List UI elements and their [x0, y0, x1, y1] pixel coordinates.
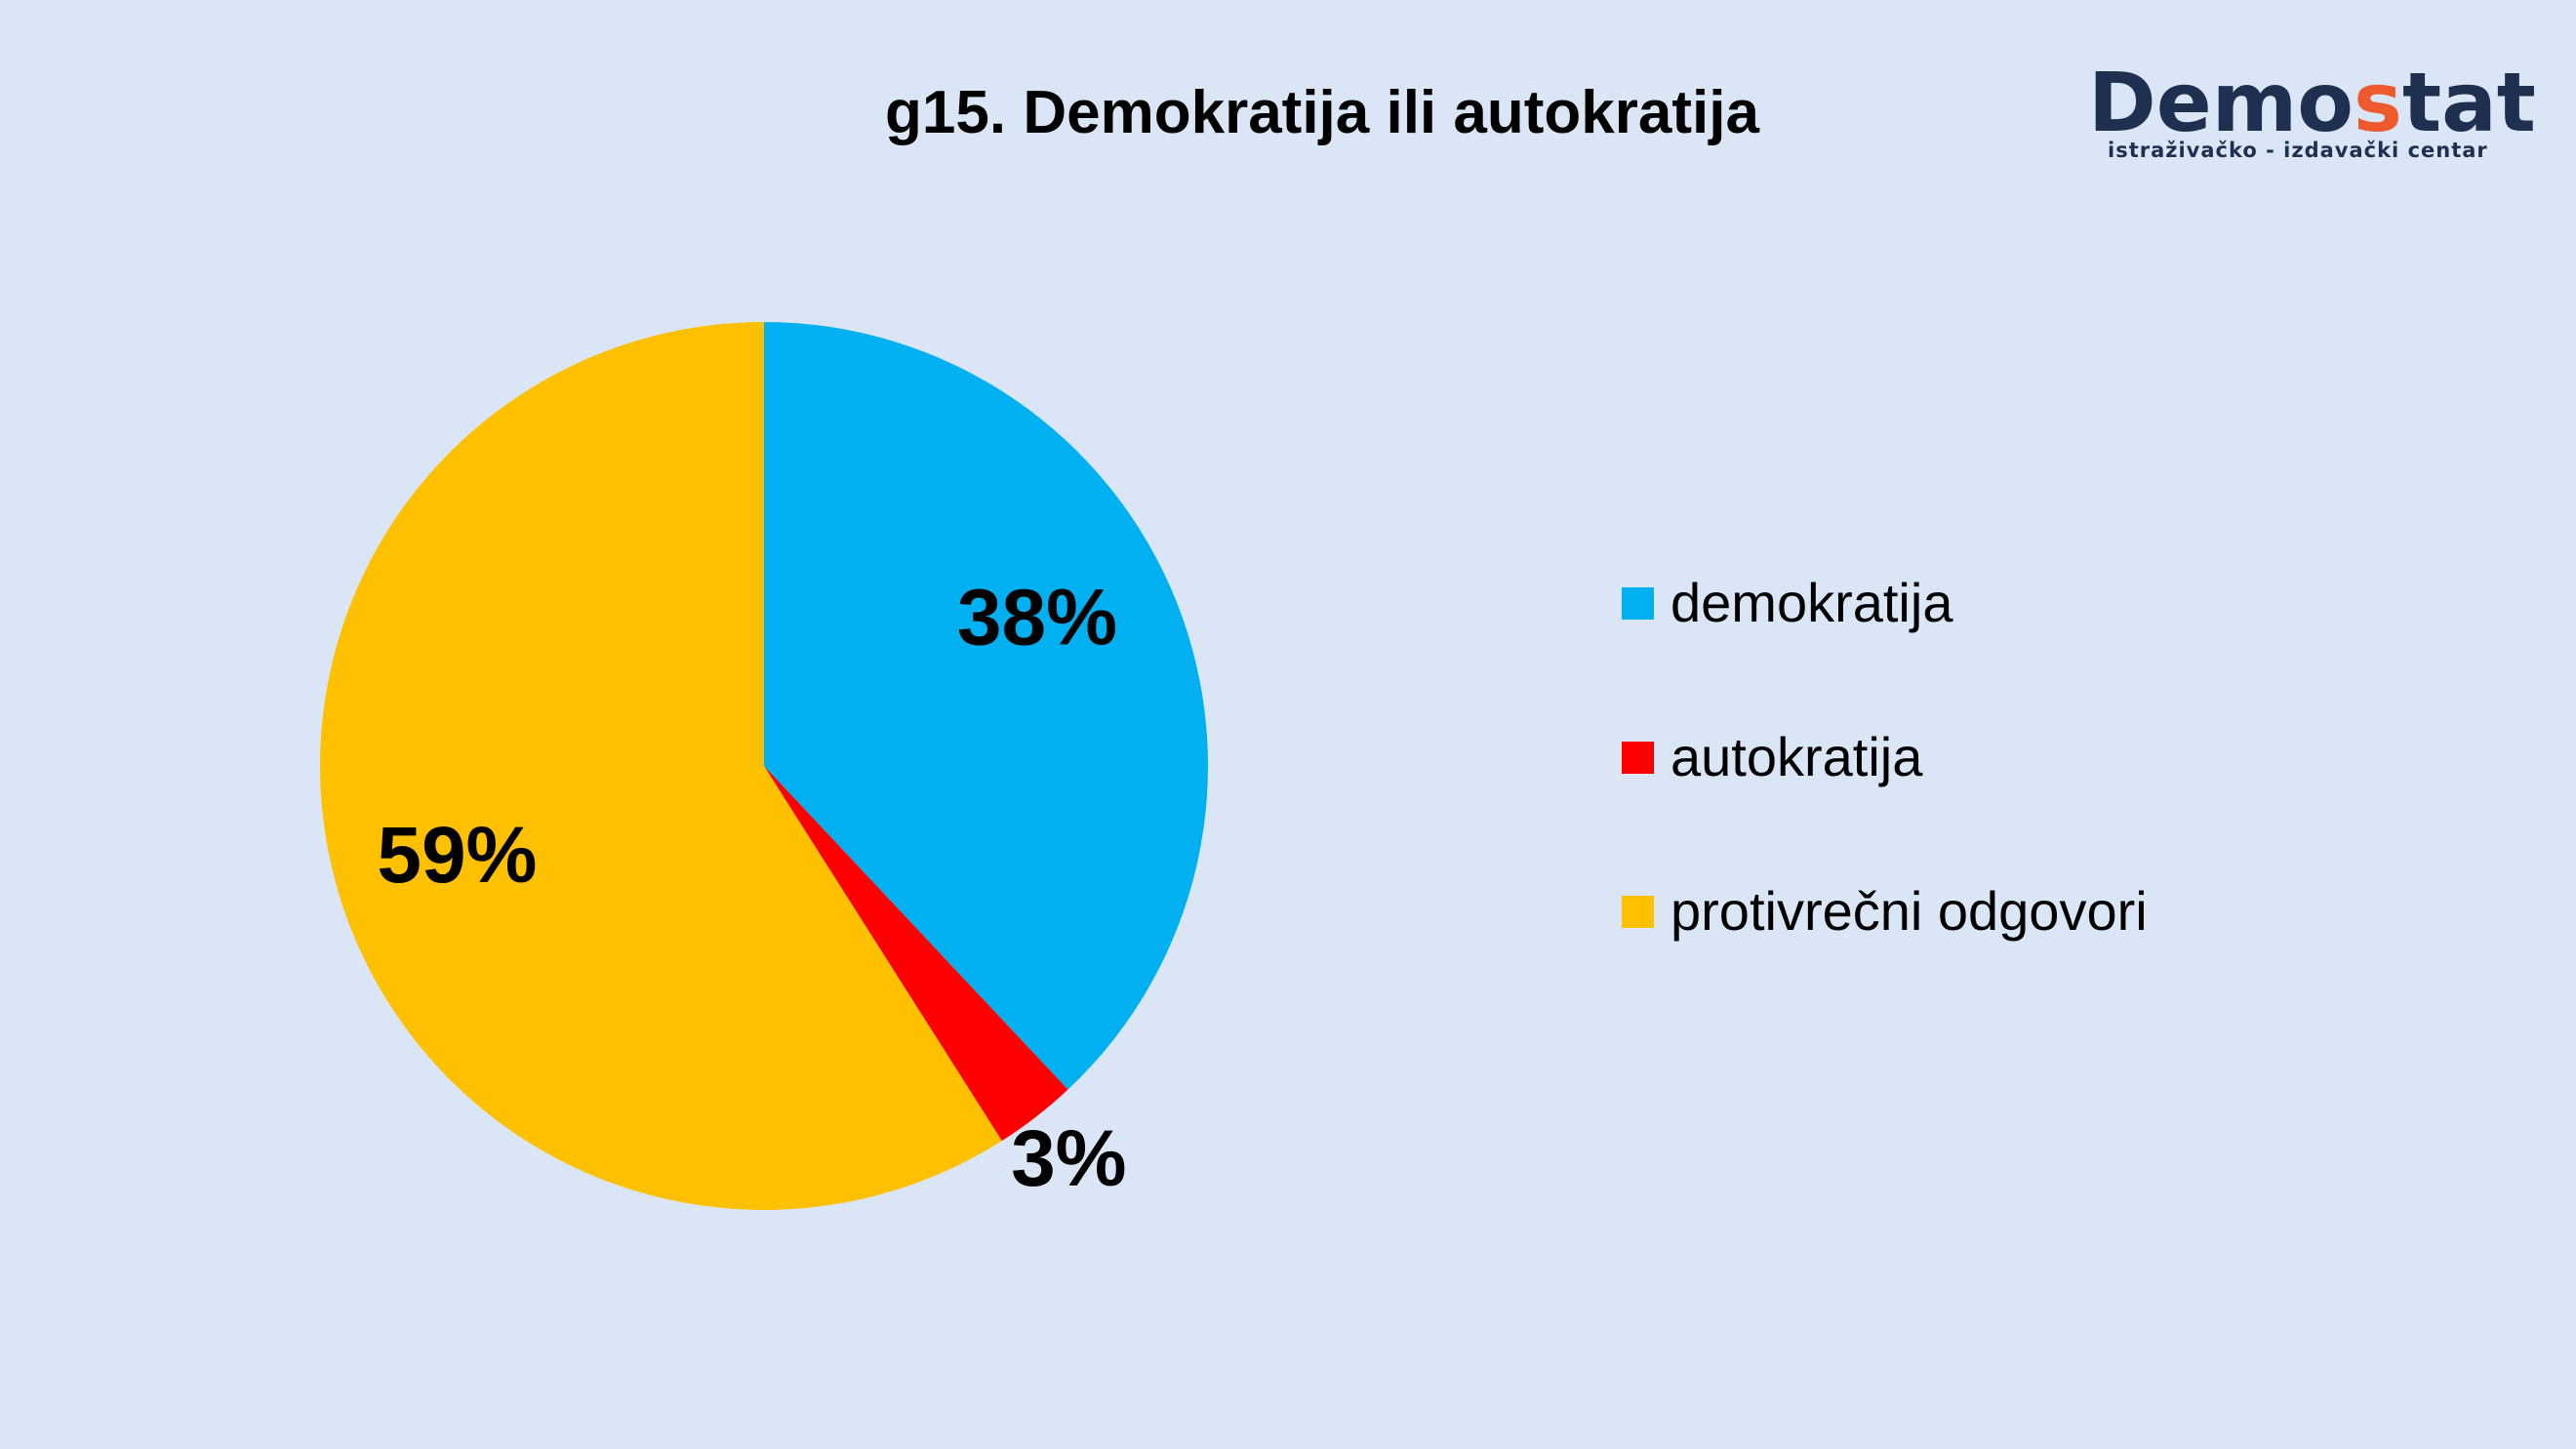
logo-word-prefix: Demo	[2088, 55, 2354, 150]
data-label-protivrečni-odgovori: 59%	[377, 811, 537, 900]
legend-label: protivrečni odgovori	[1670, 880, 2148, 942]
logo-subtitle: istraživačko - izdavački centar	[2108, 139, 2488, 162]
legend-swatch	[1622, 896, 1654, 928]
data-label-demokratija: 38%	[957, 574, 1117, 663]
logo-word-suffix: tat	[2401, 55, 2536, 150]
pie-slice-autokratija	[764, 766, 1068, 1142]
logo-wordmark: Demostat	[2088, 54, 2536, 151]
pie-slice-protivrečni-odgovori	[320, 322, 1002, 1210]
legend-swatch	[1622, 587, 1654, 620]
chart-title: g15. Demokratija ili autokratija	[885, 79, 1759, 146]
legend-label: demokratija	[1670, 572, 1953, 633]
demostat-logo: Demostat istraživačko - izdavački centar	[2088, 54, 2536, 171]
legend-label: autokratija	[1670, 726, 1923, 787]
legend-swatch	[1622, 742, 1654, 774]
logo-word-accent: s	[2353, 55, 2402, 150]
data-label-autokratija: 3%	[1011, 1114, 1127, 1203]
pie-slice-demokratija	[764, 322, 1209, 1090]
